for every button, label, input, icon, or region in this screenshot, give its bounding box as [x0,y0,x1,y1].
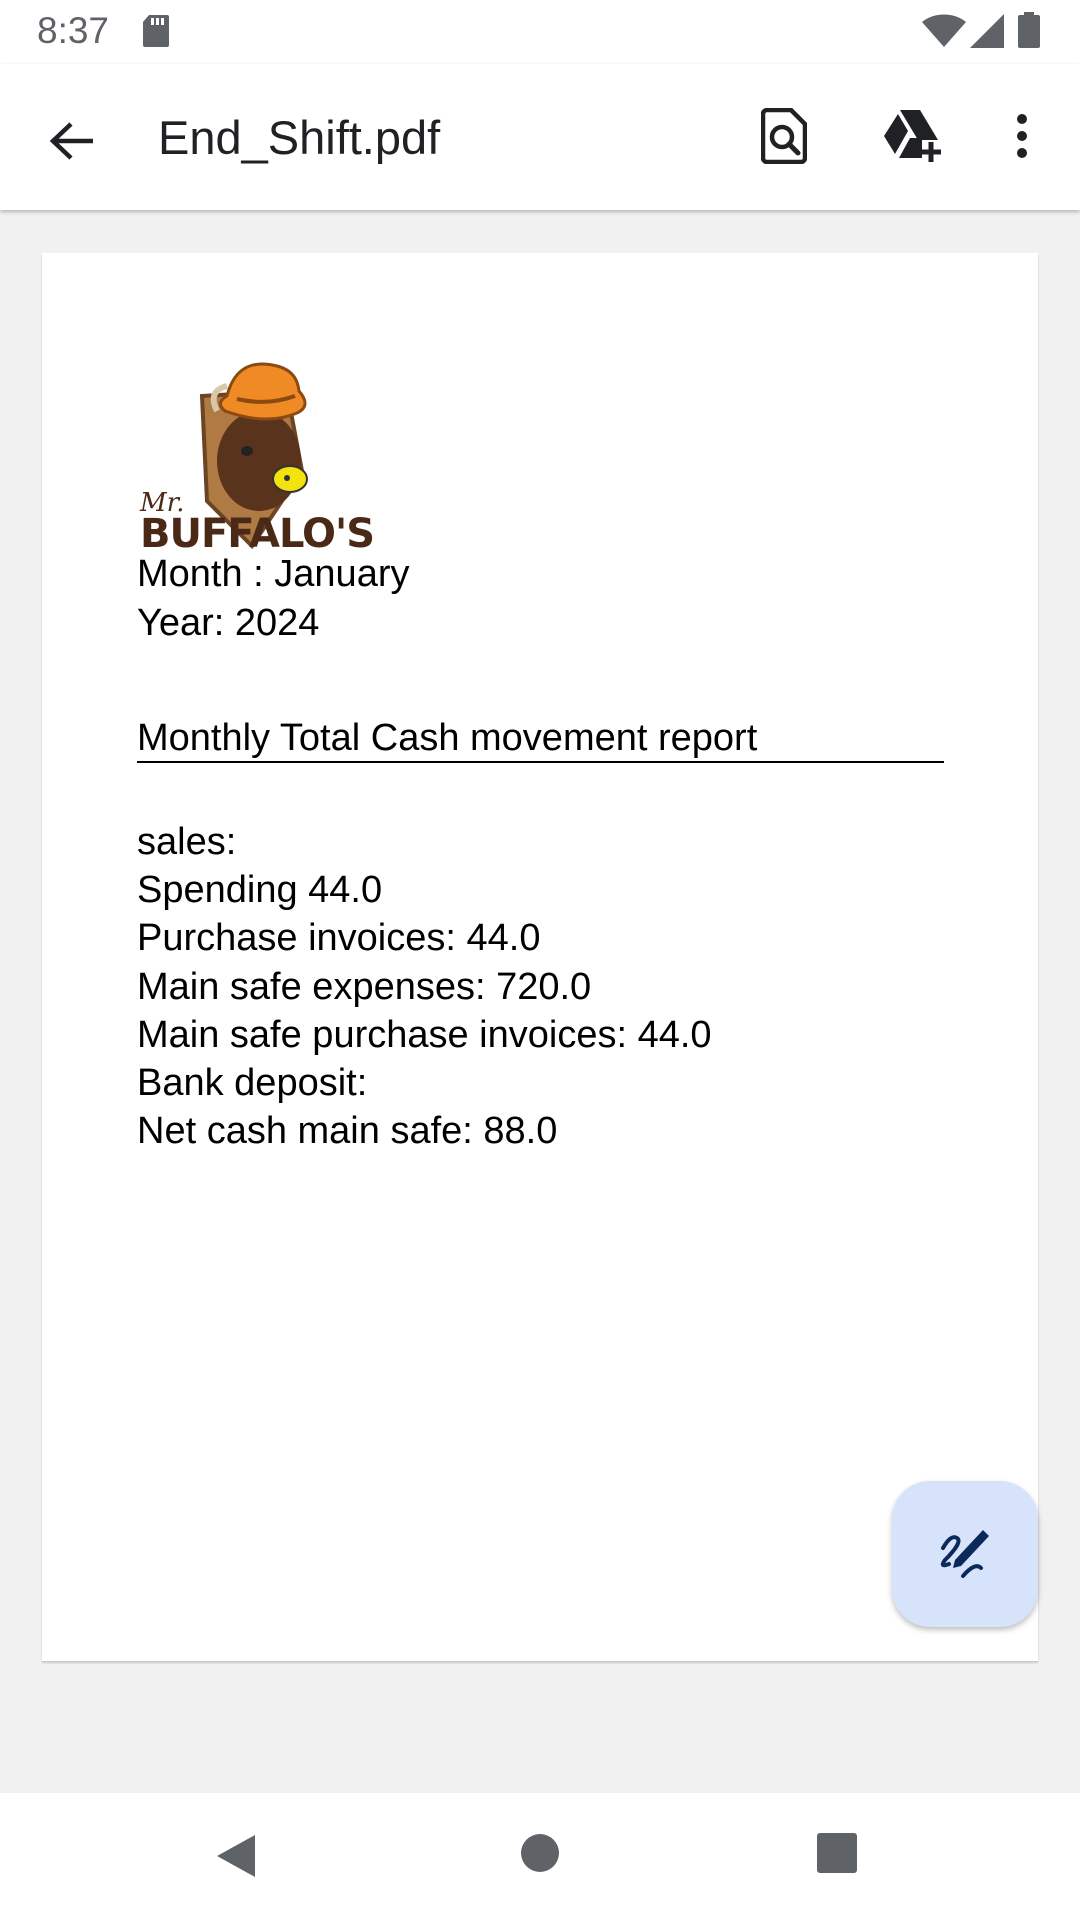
status-time: 8:37 [37,10,110,51]
find-in-document-button[interactable] [748,100,820,172]
nav-back-icon[interactable] [215,1833,257,1879]
nav-recents-icon[interactable] [817,1833,857,1873]
sd-card-icon [143,15,169,47]
logo-script: Mr. [139,488,184,518]
back-button[interactable] [36,105,108,177]
annotate-pen-icon [940,1530,989,1578]
buffalo-logo: Mr. [139,362,308,550]
find-in-document-icon [761,108,807,164]
month-line: Month : January [137,553,410,595]
pdf-page[interactable]: Mr. BUFFALO'S Month : January Year: 2024… [42,253,1038,1661]
main-safe-expenses-line: Main safe expenses: 720.0 [137,966,592,1008]
report-title-underline [137,761,944,763]
nav-home-icon[interactable] [520,1833,560,1873]
app-bar: End_Shift.pdf [0,64,1080,210]
year-line: Year: 2024 [137,602,320,644]
report-title: Monthly Total Cash movement report [137,717,758,759]
drive-add-icon [884,110,941,162]
battery-icon [1018,12,1040,48]
logo-wordmark: BUFFALO'S [140,511,375,557]
annotate-button[interactable] [892,1481,1038,1627]
sales-line: sales: [137,821,237,863]
bank-deposit-line: Bank deposit: [137,1062,368,1104]
back-arrow-icon [49,122,93,160]
more-options-button[interactable] [1000,100,1044,172]
wifi-icon [922,14,966,47]
file-title: End_Shift.pdf [158,111,441,164]
main-safe-purchase-invoices-line: Main safe purchase invoices: 44.0 [137,1014,712,1056]
add-to-drive-button[interactable] [874,100,954,172]
signal-icon [970,14,1004,48]
net-cash-line: Net cash main safe: 88.0 [137,1110,558,1152]
purchase-invoices-line: Purchase invoices: 44.0 [137,917,541,959]
status-bar: 8:37 [0,0,1080,64]
spending-line: Spending 44.0 [137,869,383,911]
navigation-bar [0,1793,1080,1920]
more-vert-icon [1017,114,1027,158]
